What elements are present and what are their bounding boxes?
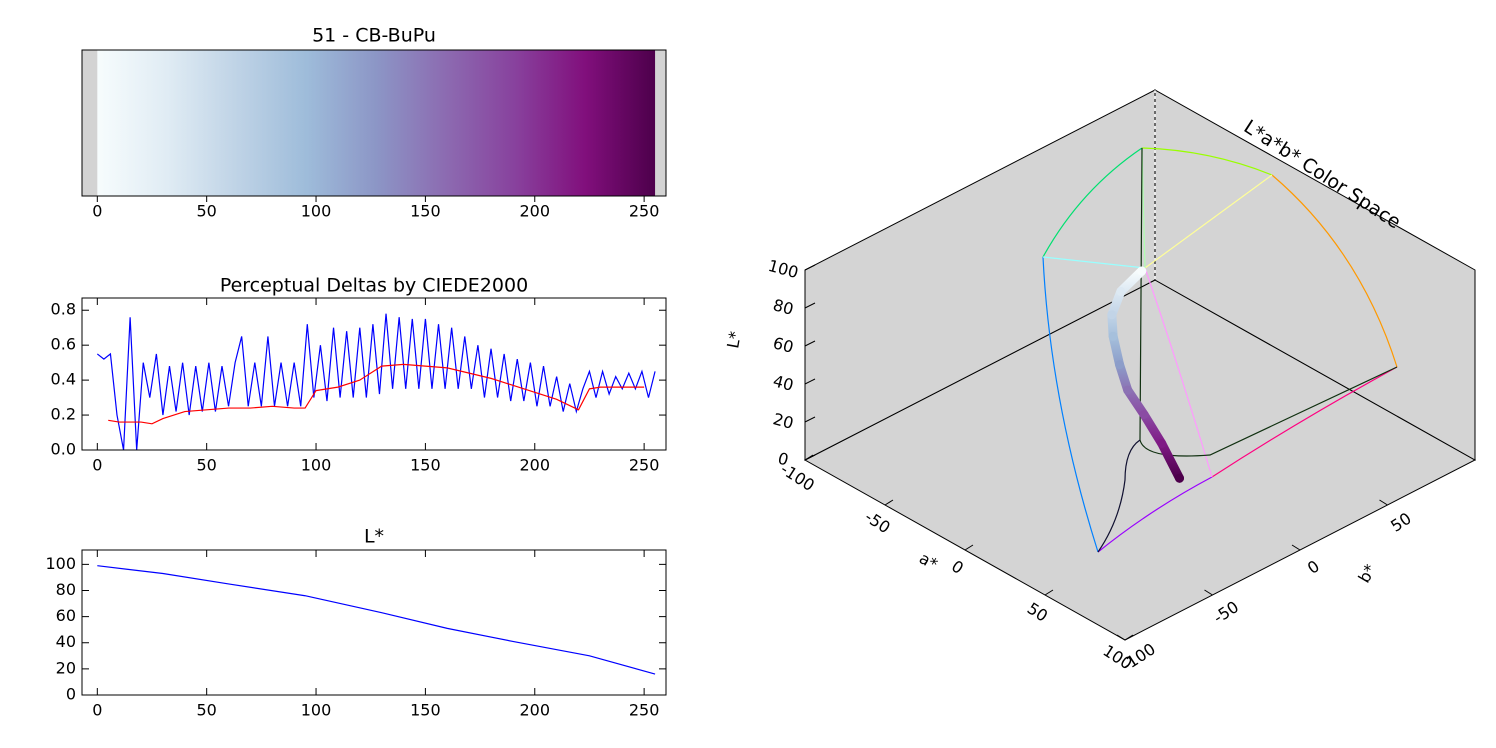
colormap-point	[1175, 473, 1184, 483]
y-tick	[1116, 634, 1126, 641]
gamut-edge	[1042, 256, 1099, 553]
x-tick-label: 150	[410, 701, 441, 720]
x-tick	[1124, 634, 1134, 641]
y-tick	[1204, 589, 1213, 596]
lab-space: L*a*b* Color Space L* a* b*	[723, 89, 1477, 641]
z-tick-label: 0	[776, 449, 791, 470]
y-tick-label: 0.0	[51, 440, 76, 459]
gamut-edge	[1141, 147, 1273, 176]
x-tick-label: 0	[92, 701, 102, 720]
z-tick-label: 80	[771, 295, 796, 319]
x-tick-label: 50	[196, 456, 216, 475]
y-tick-label: 0.4	[51, 370, 76, 389]
gamut-edge	[1097, 439, 1141, 553]
y-tick	[1291, 544, 1301, 551]
y-tick-label: 50	[1387, 509, 1414, 536]
x-tick-label: 50	[196, 202, 216, 221]
gamut-edge	[1271, 174, 1398, 368]
x-tick-label: 0	[948, 556, 967, 577]
x-tick-label: 200	[519, 456, 550, 475]
z-tick-label: 100	[766, 256, 800, 282]
gamut	[1042, 147, 1398, 553]
chart-title: 51 - CB-BuPu	[312, 25, 436, 47]
x-tick-label: 50	[196, 701, 216, 720]
data-line	[97, 565, 656, 675]
colormap-point	[1108, 331, 1118, 341]
axes-background	[82, 550, 666, 695]
axes-frame	[81, 549, 667, 696]
y-tick-label: 60	[56, 606, 76, 625]
x-tick-label: 100	[301, 701, 332, 720]
x-tick-label: 250	[629, 701, 660, 720]
z-tick	[804, 302, 816, 309]
gamut-edge	[1211, 366, 1398, 478]
x-tick-label: 250	[629, 202, 660, 221]
x-tick-label: 150	[410, 456, 441, 475]
colormap-point	[1107, 310, 1117, 320]
colormap-point	[1139, 410, 1149, 419]
x-tick-label: 200	[519, 701, 550, 720]
z-tick	[804, 340, 816, 347]
colormap-point	[1115, 360, 1125, 370]
x-tick	[804, 454, 814, 461]
gamut-edge	[1144, 174, 1273, 269]
y-tick-label: -50	[1210, 597, 1242, 627]
axes-frame	[81, 49, 667, 197]
data-line	[108, 363, 645, 425]
gamut-edge	[1141, 147, 1146, 269]
x-tick-label: -50	[861, 507, 893, 537]
x-tick-label: 0	[92, 456, 102, 475]
y-tick-label: 0.2	[51, 405, 76, 424]
axes-frame	[81, 297, 667, 451]
x-tick-label: 200	[519, 202, 550, 221]
y-tick-label: 100	[45, 554, 76, 573]
y-axis-label: b*	[1354, 561, 1380, 586]
x-tick-label: 50	[1024, 599, 1051, 626]
x-tick	[964, 544, 974, 551]
colormap-point	[1157, 439, 1167, 448]
y-tick-label: 0	[66, 685, 76, 704]
x-tick-label: 250	[629, 456, 660, 475]
z-tick	[804, 416, 816, 423]
y-tick-label: 20	[56, 658, 76, 677]
data-line	[96, 313, 656, 451]
z-tick-label: 20	[771, 409, 796, 433]
z-tick-label: 40	[771, 371, 796, 395]
colormap-point	[1116, 286, 1126, 296]
z-tick	[804, 378, 816, 385]
colormap-point	[1137, 266, 1147, 276]
x-tick-label: 100	[301, 456, 332, 475]
z-axis-label: L*	[723, 330, 745, 350]
x-tick-label: 150	[410, 202, 441, 221]
y-tick-label: 0	[1304, 556, 1323, 577]
gamut-edge	[1042, 147, 1143, 258]
z-tick	[804, 264, 816, 271]
y-tick-label: 40	[56, 632, 76, 651]
x-tick	[884, 499, 894, 506]
chart-title: L*	[364, 526, 384, 548]
chart-title: Perceptual Deltas by CIEDE2000	[220, 275, 528, 297]
gamut-edge	[1042, 256, 1146, 269]
y-tick	[1379, 499, 1388, 506]
y-tick-label: 0.8	[51, 300, 76, 319]
gamut-edge	[1144, 267, 1213, 478]
z-tick-label: 60	[771, 333, 796, 357]
gamut-edge	[1139, 147, 1398, 457]
x-axis-label: a*	[916, 548, 941, 573]
colormap-point	[1123, 385, 1133, 395]
y-tick-label: -100	[1118, 639, 1159, 675]
colormap	[97, 50, 656, 196]
y-tick-label: 80	[56, 580, 76, 599]
x-tick-label: 100	[301, 202, 332, 221]
x-tick	[1044, 589, 1054, 596]
x-tick-label: 0	[92, 202, 102, 221]
gamut-edge	[1097, 476, 1213, 553]
axes-background	[82, 298, 666, 450]
x-tick-label: -100	[777, 459, 818, 495]
y-tick-label: 0.6	[51, 335, 76, 354]
